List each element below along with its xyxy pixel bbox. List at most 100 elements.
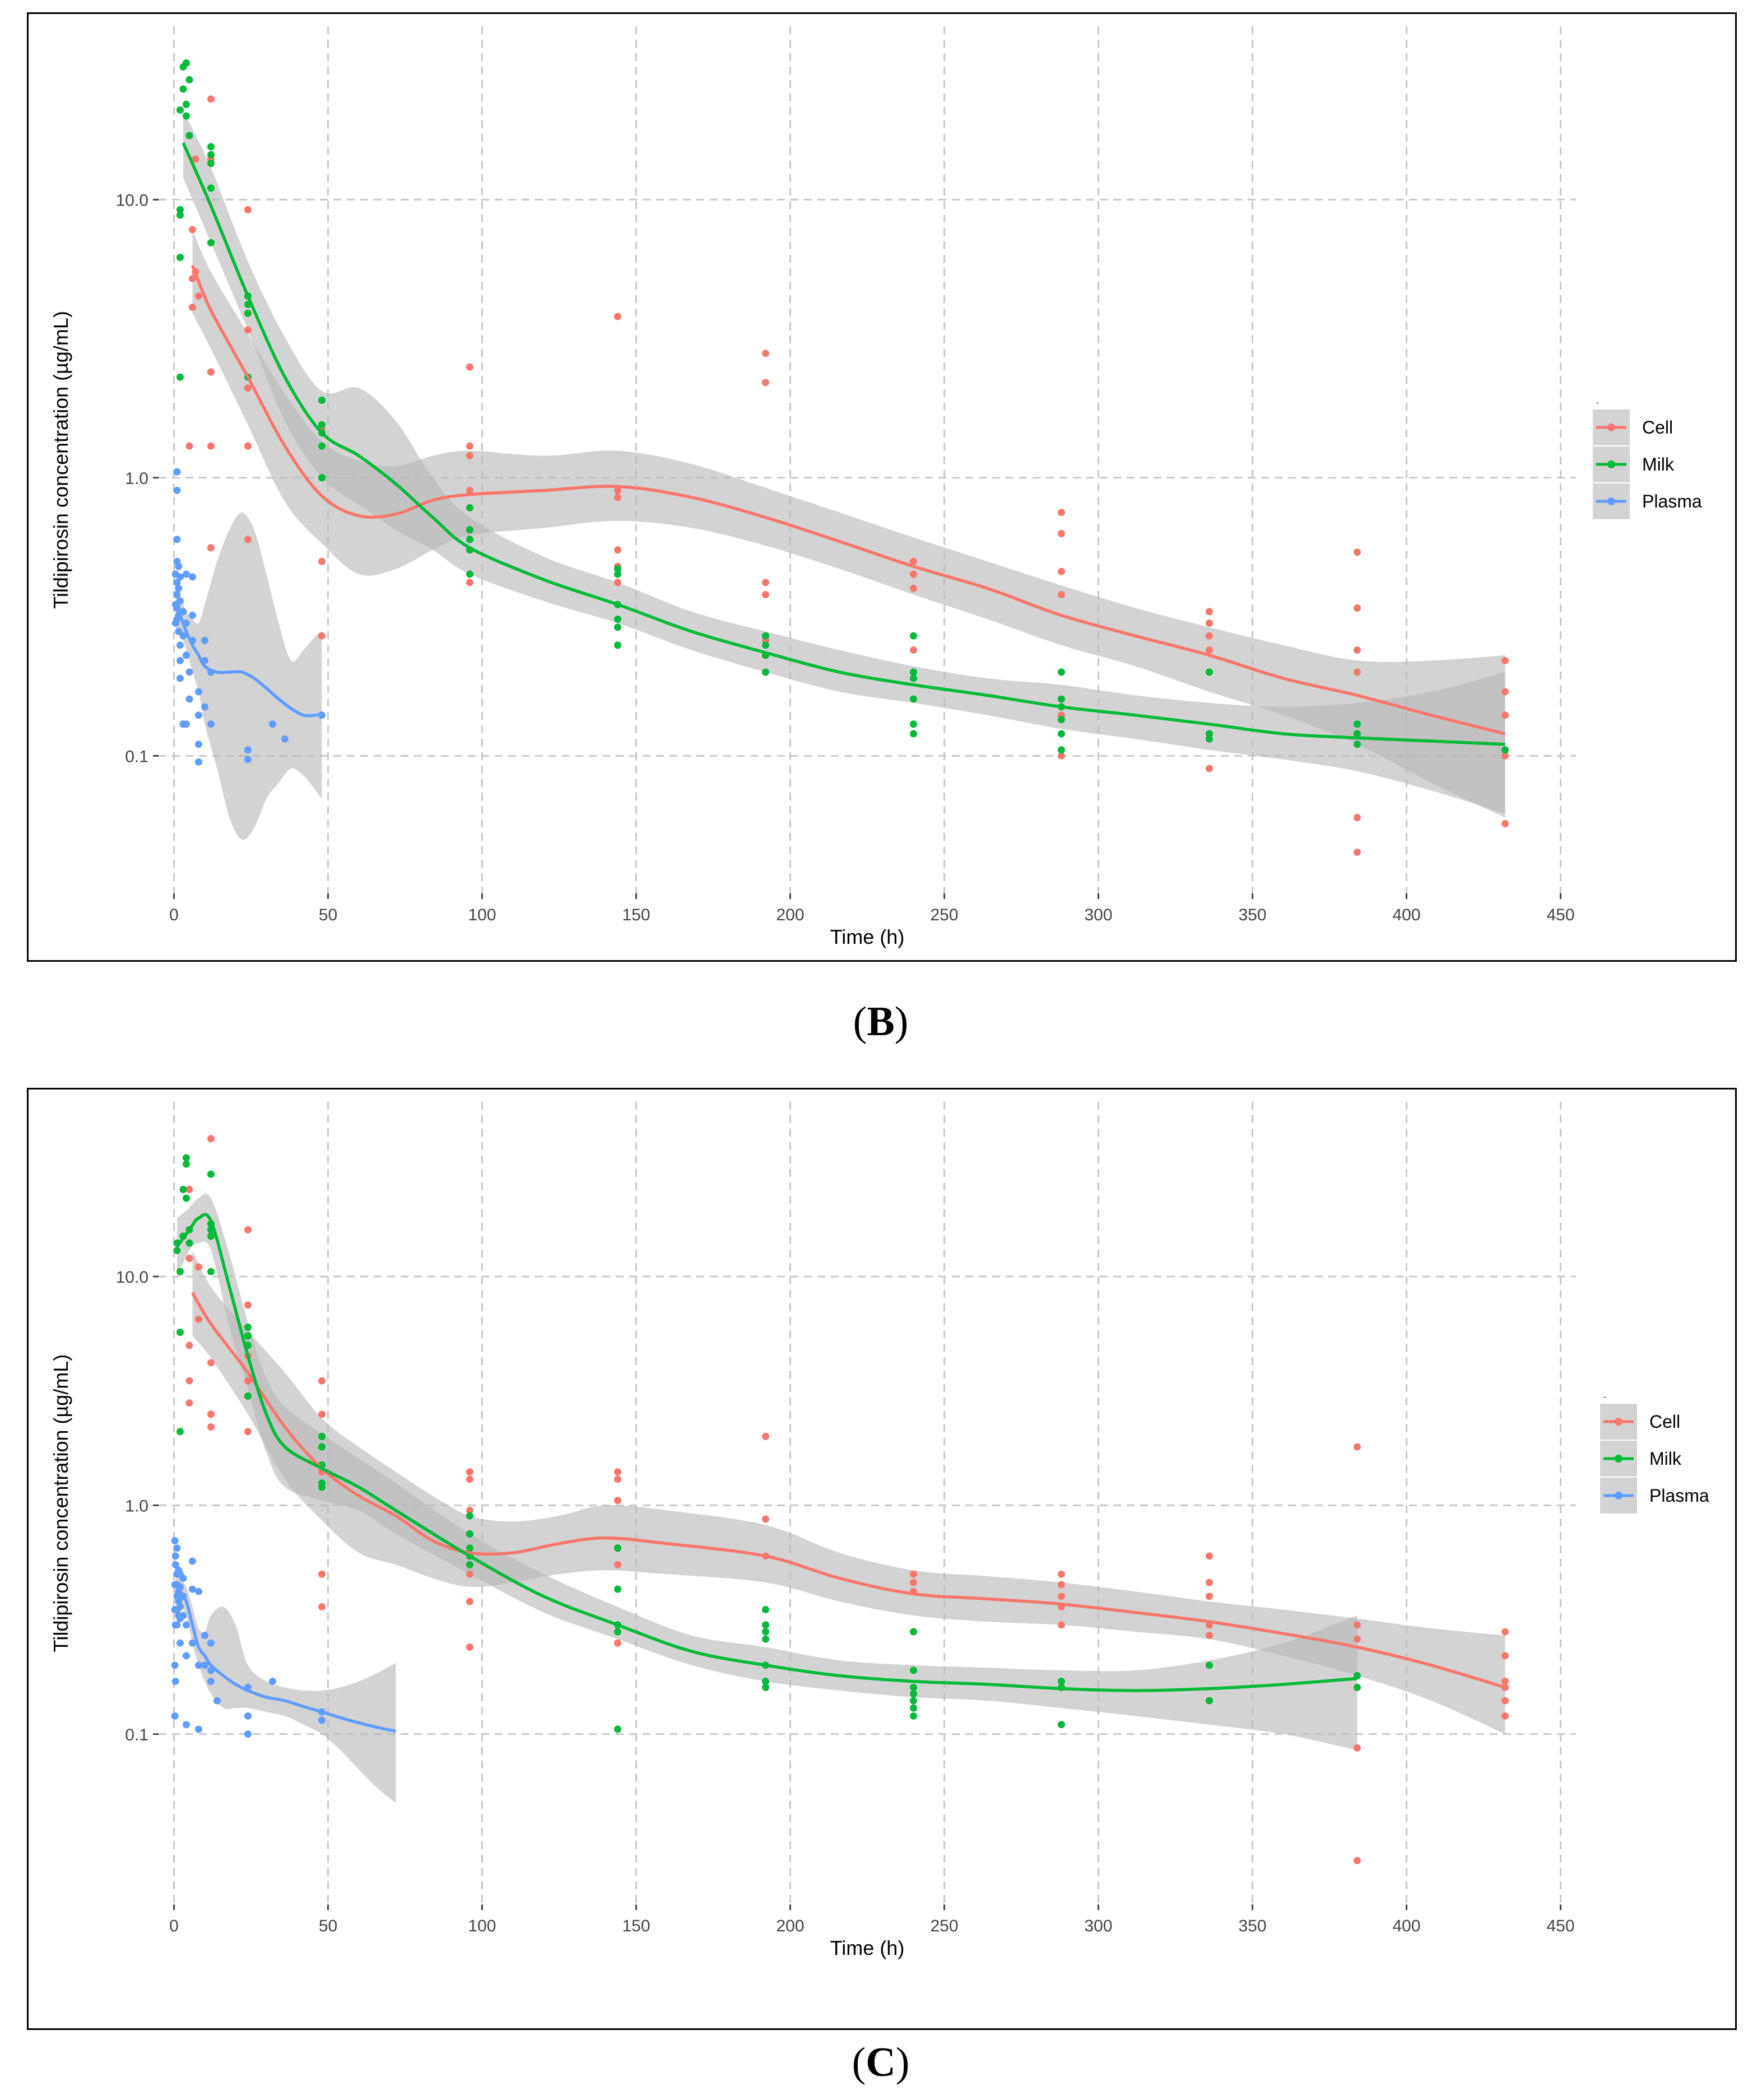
data-point-milk	[183, 1154, 190, 1162]
legend-item-milk: Milk	[1593, 446, 1675, 482]
y-tick-label: 1.0	[125, 469, 148, 488]
data-point-milk	[466, 570, 473, 578]
data-point-cell	[1058, 1570, 1065, 1578]
data-point-plasma	[318, 1716, 326, 1724]
data-point-cell	[1206, 1579, 1213, 1586]
data-point-plasma	[269, 720, 276, 728]
legend-key-point	[1607, 423, 1615, 431]
data-point-cell	[910, 1579, 917, 1586]
data-point-milk	[910, 632, 917, 640]
data-point-milk	[318, 421, 326, 429]
legend: - Cell Milk Plasma	[1593, 398, 1702, 519]
data-point-plasma	[195, 1725, 202, 1733]
data-point-plasma	[175, 584, 183, 592]
data-point-cell	[207, 95, 215, 103]
data-point-plasma	[189, 1585, 196, 1593]
data-point-plasma	[173, 579, 181, 586]
data-point-plasma	[201, 1661, 208, 1669]
data-point-cell	[1354, 668, 1361, 676]
data-point-plasma	[185, 695, 193, 703]
legend-item-plasma: Plasma	[1593, 483, 1702, 519]
data-point-milk	[614, 565, 621, 573]
data-point-cell	[185, 1342, 193, 1349]
data-point-plasma	[183, 1652, 190, 1660]
x-axis-ticks: 0 50 100 150 200 250 300 350 400 450	[169, 893, 1575, 924]
data-point-cell	[762, 590, 769, 598]
x-tick-label: 300	[1084, 1917, 1112, 1935]
data-point-cell	[466, 1468, 473, 1476]
data-point-milk	[910, 1704, 917, 1712]
data-point-plasma	[189, 573, 196, 581]
legend-label-cell: Cell	[1649, 1412, 1680, 1432]
data-point-cell	[244, 536, 252, 543]
data-point-cell	[189, 274, 196, 282]
data-point-milk	[1058, 746, 1065, 754]
band-milk	[177, 1193, 1357, 1750]
y-tick-label: 10.0	[116, 1268, 148, 1287]
data-point-milk	[1058, 668, 1065, 676]
data-point-milk	[1206, 1661, 1213, 1669]
data-point-plasma	[173, 536, 181, 543]
chart-b-svg: 0 50 100 150 200 250 300 350 400 450 0.1 1.0 10.0 Tim…	[49, 26, 1702, 948]
legend-key-point	[1607, 497, 1615, 505]
data-point-milk	[318, 474, 326, 482]
data-point-cell	[1206, 632, 1213, 640]
data-point-cell	[1354, 1621, 1361, 1629]
data-point-milk	[244, 309, 252, 317]
data-point-milk	[762, 1683, 769, 1691]
data-point-milk	[1206, 730, 1213, 738]
data-point-cell	[910, 570, 917, 578]
data-point-cell	[1354, 848, 1361, 856]
data-point-milk	[183, 1160, 190, 1168]
data-point-plasma	[269, 1678, 276, 1685]
data-point-cell	[1058, 590, 1065, 598]
legend-label-milk: Milk	[1649, 1449, 1682, 1469]
data-point-cell	[318, 1377, 326, 1385]
data-point-milk	[762, 1606, 769, 1614]
data-point-plasma	[244, 746, 252, 754]
data-point-cell	[207, 544, 215, 552]
band-cell	[192, 230, 1505, 818]
data-point-cell	[466, 442, 473, 450]
data-point-milk	[183, 112, 190, 120]
data-point-milk	[318, 442, 326, 450]
data-point-milk	[176, 211, 184, 219]
data-point-cell	[466, 1570, 473, 1578]
data-point-cell	[1354, 1857, 1361, 1865]
data-point-cell	[1501, 656, 1509, 664]
data-point-plasma	[173, 468, 181, 476]
data-point-milk	[466, 526, 473, 534]
data-point-plasma	[173, 1621, 181, 1629]
data-point-cell	[614, 579, 621, 586]
data-point-cell	[189, 304, 196, 311]
band-cell	[192, 1250, 1505, 1734]
band-plasma	[175, 1568, 396, 1803]
x-tick-label: 300	[1084, 906, 1112, 924]
y-tick-label: 1.0	[125, 1497, 148, 1515]
data-point-cell	[466, 579, 473, 586]
legend-label-plasma: Plasma	[1649, 1486, 1709, 1506]
data-point-milk	[244, 1323, 252, 1331]
data-point-milk	[910, 1690, 917, 1698]
data-point-plasma	[171, 1712, 179, 1720]
data-point-cell	[207, 1359, 215, 1367]
x-tick-label: 400	[1392, 906, 1420, 924]
data-point-cell	[1354, 813, 1361, 821]
data-point-milk	[614, 1585, 621, 1593]
data-point-milk	[910, 1666, 917, 1674]
data-point-cell	[1206, 1552, 1213, 1560]
chart-panel-c: 0 50 100 150 200 250 300 350 400 450 0.1 1.0 10.0 Tim…	[27, 1088, 1737, 2030]
data-point-milk	[207, 239, 215, 246]
data-point-cell	[614, 1475, 621, 1483]
data-point-milk	[762, 1635, 769, 1643]
data-point-cell	[466, 452, 473, 460]
x-axis-ticks: 0 50 100 150 200 250 300 350 400 450	[169, 1905, 1575, 1935]
data-point-cell	[910, 1570, 917, 1578]
data-point-cell	[1354, 646, 1361, 654]
data-point-plasma	[176, 674, 184, 682]
data-point-milk	[244, 1392, 252, 1400]
x-tick-label: 400	[1392, 1917, 1420, 1935]
data-point-milk	[176, 253, 184, 261]
data-point-cell	[244, 1301, 252, 1309]
data-point-plasma	[171, 1552, 179, 1560]
